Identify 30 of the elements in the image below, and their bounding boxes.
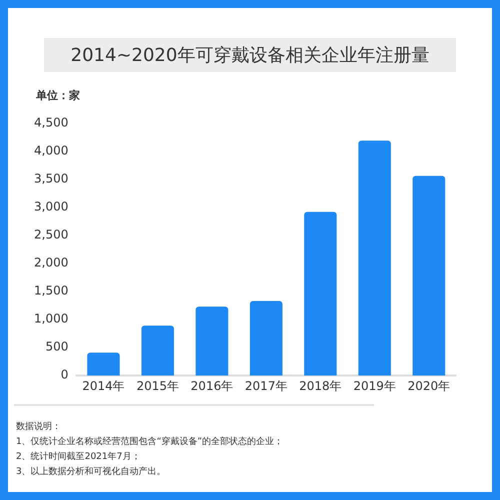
x-tick-label: 2017年 (244, 378, 288, 393)
x-tick-label: 2019年 (353, 378, 396, 393)
y-tick-label: 3,500 (34, 171, 68, 186)
text: 数据说明： (16, 420, 62, 434)
x-tick-label: 2016年 (190, 378, 234, 393)
y-tick-label: 500 (45, 340, 68, 354)
bar (141, 326, 174, 376)
y-tick-label: 1,500 (34, 284, 68, 298)
y-tick-label: 1,000 (34, 312, 68, 326)
y-tick-label: 2,500 (34, 228, 68, 242)
y-tick-label: 4,500 (34, 115, 68, 130)
bar (412, 176, 446, 376)
y-tick-label: 0 (60, 368, 68, 382)
bar (358, 140, 391, 376)
y-tick-label: 3,000 (34, 199, 68, 214)
text: 1、仅统计企业名称或经营范围包含“穿戴设备”的全部状态的企业； (16, 436, 284, 449)
bar (250, 301, 282, 376)
bar (196, 306, 228, 376)
y-tick-label: 2,000 (34, 256, 68, 270)
y-axis-title: 单位：家 (36, 88, 80, 103)
x-tick-label: 2014年 (82, 378, 125, 393)
x-tick-label: 2020年 (408, 378, 450, 393)
chart-title: 2014~2020年可穿戴设备相关企业年注册量 (44, 38, 456, 72)
text: 2、统计时间截至2021年7月； (16, 450, 142, 464)
x-tick-label: 2015年 (136, 378, 179, 393)
y-tick-label: 4,000 (34, 143, 68, 158)
bar (87, 352, 120, 376)
bar (304, 212, 337, 376)
text: 3、以上数据分析和可视化自动产出。 (16, 466, 167, 479)
x-tick-label: 2018年 (299, 378, 342, 393)
